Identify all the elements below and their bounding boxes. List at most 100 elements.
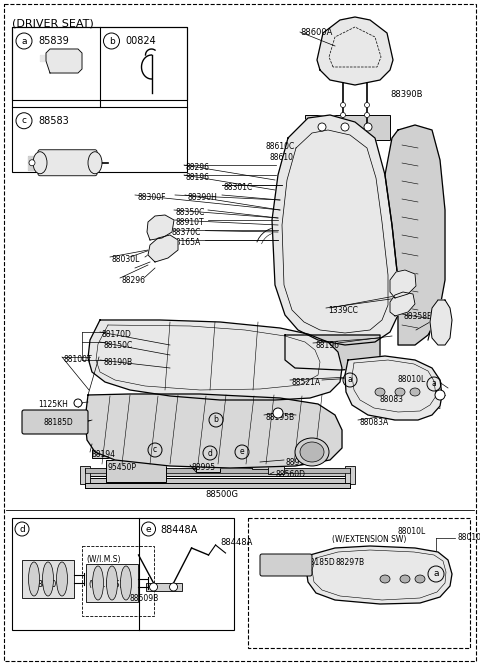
Text: 88521A: 88521A xyxy=(292,378,321,387)
Text: 88191J: 88191J xyxy=(300,447,326,456)
Text: c: c xyxy=(153,446,157,454)
Text: 88390B: 88390B xyxy=(390,90,422,99)
Polygon shape xyxy=(385,125,445,345)
Polygon shape xyxy=(345,356,442,420)
Bar xyxy=(102,440,114,450)
Text: a: a xyxy=(432,380,436,388)
Bar xyxy=(80,466,90,484)
Circle shape xyxy=(74,399,82,407)
Text: 88358B: 88358B xyxy=(403,312,432,321)
Text: 88560D: 88560D xyxy=(276,470,306,479)
Ellipse shape xyxy=(380,575,390,583)
Ellipse shape xyxy=(400,575,410,583)
Circle shape xyxy=(364,102,370,108)
Text: 88190B: 88190B xyxy=(104,358,133,367)
Circle shape xyxy=(340,112,346,118)
Bar xyxy=(318,560,336,582)
Text: 88100T: 88100T xyxy=(63,355,92,364)
Bar xyxy=(86,564,138,602)
Text: e: e xyxy=(146,525,151,533)
Text: 88185D: 88185D xyxy=(305,558,335,567)
Text: 00824: 00824 xyxy=(125,36,156,46)
Text: 88297B: 88297B xyxy=(335,558,364,567)
Bar xyxy=(12,27,187,100)
Text: 1125KH: 1125KH xyxy=(38,400,68,409)
Ellipse shape xyxy=(43,562,53,596)
Text: 88509B: 88509B xyxy=(130,594,159,603)
Bar xyxy=(92,430,140,458)
Circle shape xyxy=(318,123,326,131)
Text: 88300F: 88300F xyxy=(138,193,167,202)
Text: 95450P: 95450P xyxy=(108,463,137,472)
Text: 88583: 88583 xyxy=(38,116,69,126)
Bar xyxy=(177,446,189,456)
Text: 88185D: 88185D xyxy=(44,418,74,427)
Ellipse shape xyxy=(57,562,68,596)
Polygon shape xyxy=(28,156,36,170)
Text: (W/I.M.S): (W/I.M.S) xyxy=(88,580,122,589)
Text: b: b xyxy=(214,416,218,424)
Text: a: a xyxy=(348,376,352,384)
Ellipse shape xyxy=(415,575,425,583)
Text: 88150C: 88150C xyxy=(104,341,133,350)
Polygon shape xyxy=(306,546,452,604)
Text: 88448A: 88448A xyxy=(160,525,198,535)
Text: 88390H: 88390H xyxy=(188,193,218,202)
Polygon shape xyxy=(46,49,82,73)
Text: 88010L: 88010L xyxy=(398,527,426,536)
Bar xyxy=(97,434,135,454)
Bar xyxy=(85,478,350,483)
Bar xyxy=(85,468,350,473)
Circle shape xyxy=(169,583,178,591)
Bar xyxy=(61,51,68,61)
Polygon shape xyxy=(40,55,46,61)
Text: c: c xyxy=(22,116,26,125)
Text: 1339CC: 1339CC xyxy=(328,306,358,315)
Bar xyxy=(214,447,226,457)
Bar xyxy=(106,460,166,482)
Text: 88600A: 88600A xyxy=(300,28,332,37)
Circle shape xyxy=(150,583,157,591)
Text: 88195B: 88195B xyxy=(266,413,295,422)
Text: 88448A: 88448A xyxy=(220,538,252,547)
Text: 88083: 88083 xyxy=(380,395,404,404)
Text: (W/EXTENSION SW): (W/EXTENSION SW) xyxy=(332,535,407,544)
Bar xyxy=(145,583,181,591)
Circle shape xyxy=(364,112,370,118)
Ellipse shape xyxy=(93,566,104,600)
Polygon shape xyxy=(285,335,380,370)
Text: 88194: 88194 xyxy=(92,450,116,459)
Circle shape xyxy=(364,123,372,131)
Ellipse shape xyxy=(107,566,118,600)
Text: 88296: 88296 xyxy=(186,163,210,172)
Bar xyxy=(252,455,270,469)
Text: 88910T: 88910T xyxy=(176,218,204,227)
Bar xyxy=(345,466,355,484)
Bar xyxy=(139,444,151,454)
Text: 88083A: 88083A xyxy=(360,418,389,427)
Bar xyxy=(268,462,284,474)
Polygon shape xyxy=(430,300,452,345)
FancyBboxPatch shape xyxy=(22,410,88,434)
Circle shape xyxy=(340,102,346,108)
Circle shape xyxy=(341,123,349,131)
Bar xyxy=(12,518,234,630)
Text: e: e xyxy=(240,448,244,456)
Bar xyxy=(358,374,380,388)
Bar xyxy=(252,446,264,456)
Text: a: a xyxy=(433,569,439,579)
FancyBboxPatch shape xyxy=(260,554,312,576)
Ellipse shape xyxy=(120,566,132,600)
Circle shape xyxy=(435,390,445,400)
Text: 88296: 88296 xyxy=(122,276,146,285)
Ellipse shape xyxy=(300,442,324,462)
Text: 88995: 88995 xyxy=(192,463,216,472)
Text: 88509A: 88509A xyxy=(38,580,67,589)
Text: 88610: 88610 xyxy=(270,153,294,162)
Ellipse shape xyxy=(395,388,405,396)
Text: d: d xyxy=(19,525,25,533)
Text: 88370C: 88370C xyxy=(172,228,202,237)
Bar xyxy=(196,450,220,472)
Polygon shape xyxy=(390,270,416,298)
Text: 88610C: 88610C xyxy=(266,142,295,151)
